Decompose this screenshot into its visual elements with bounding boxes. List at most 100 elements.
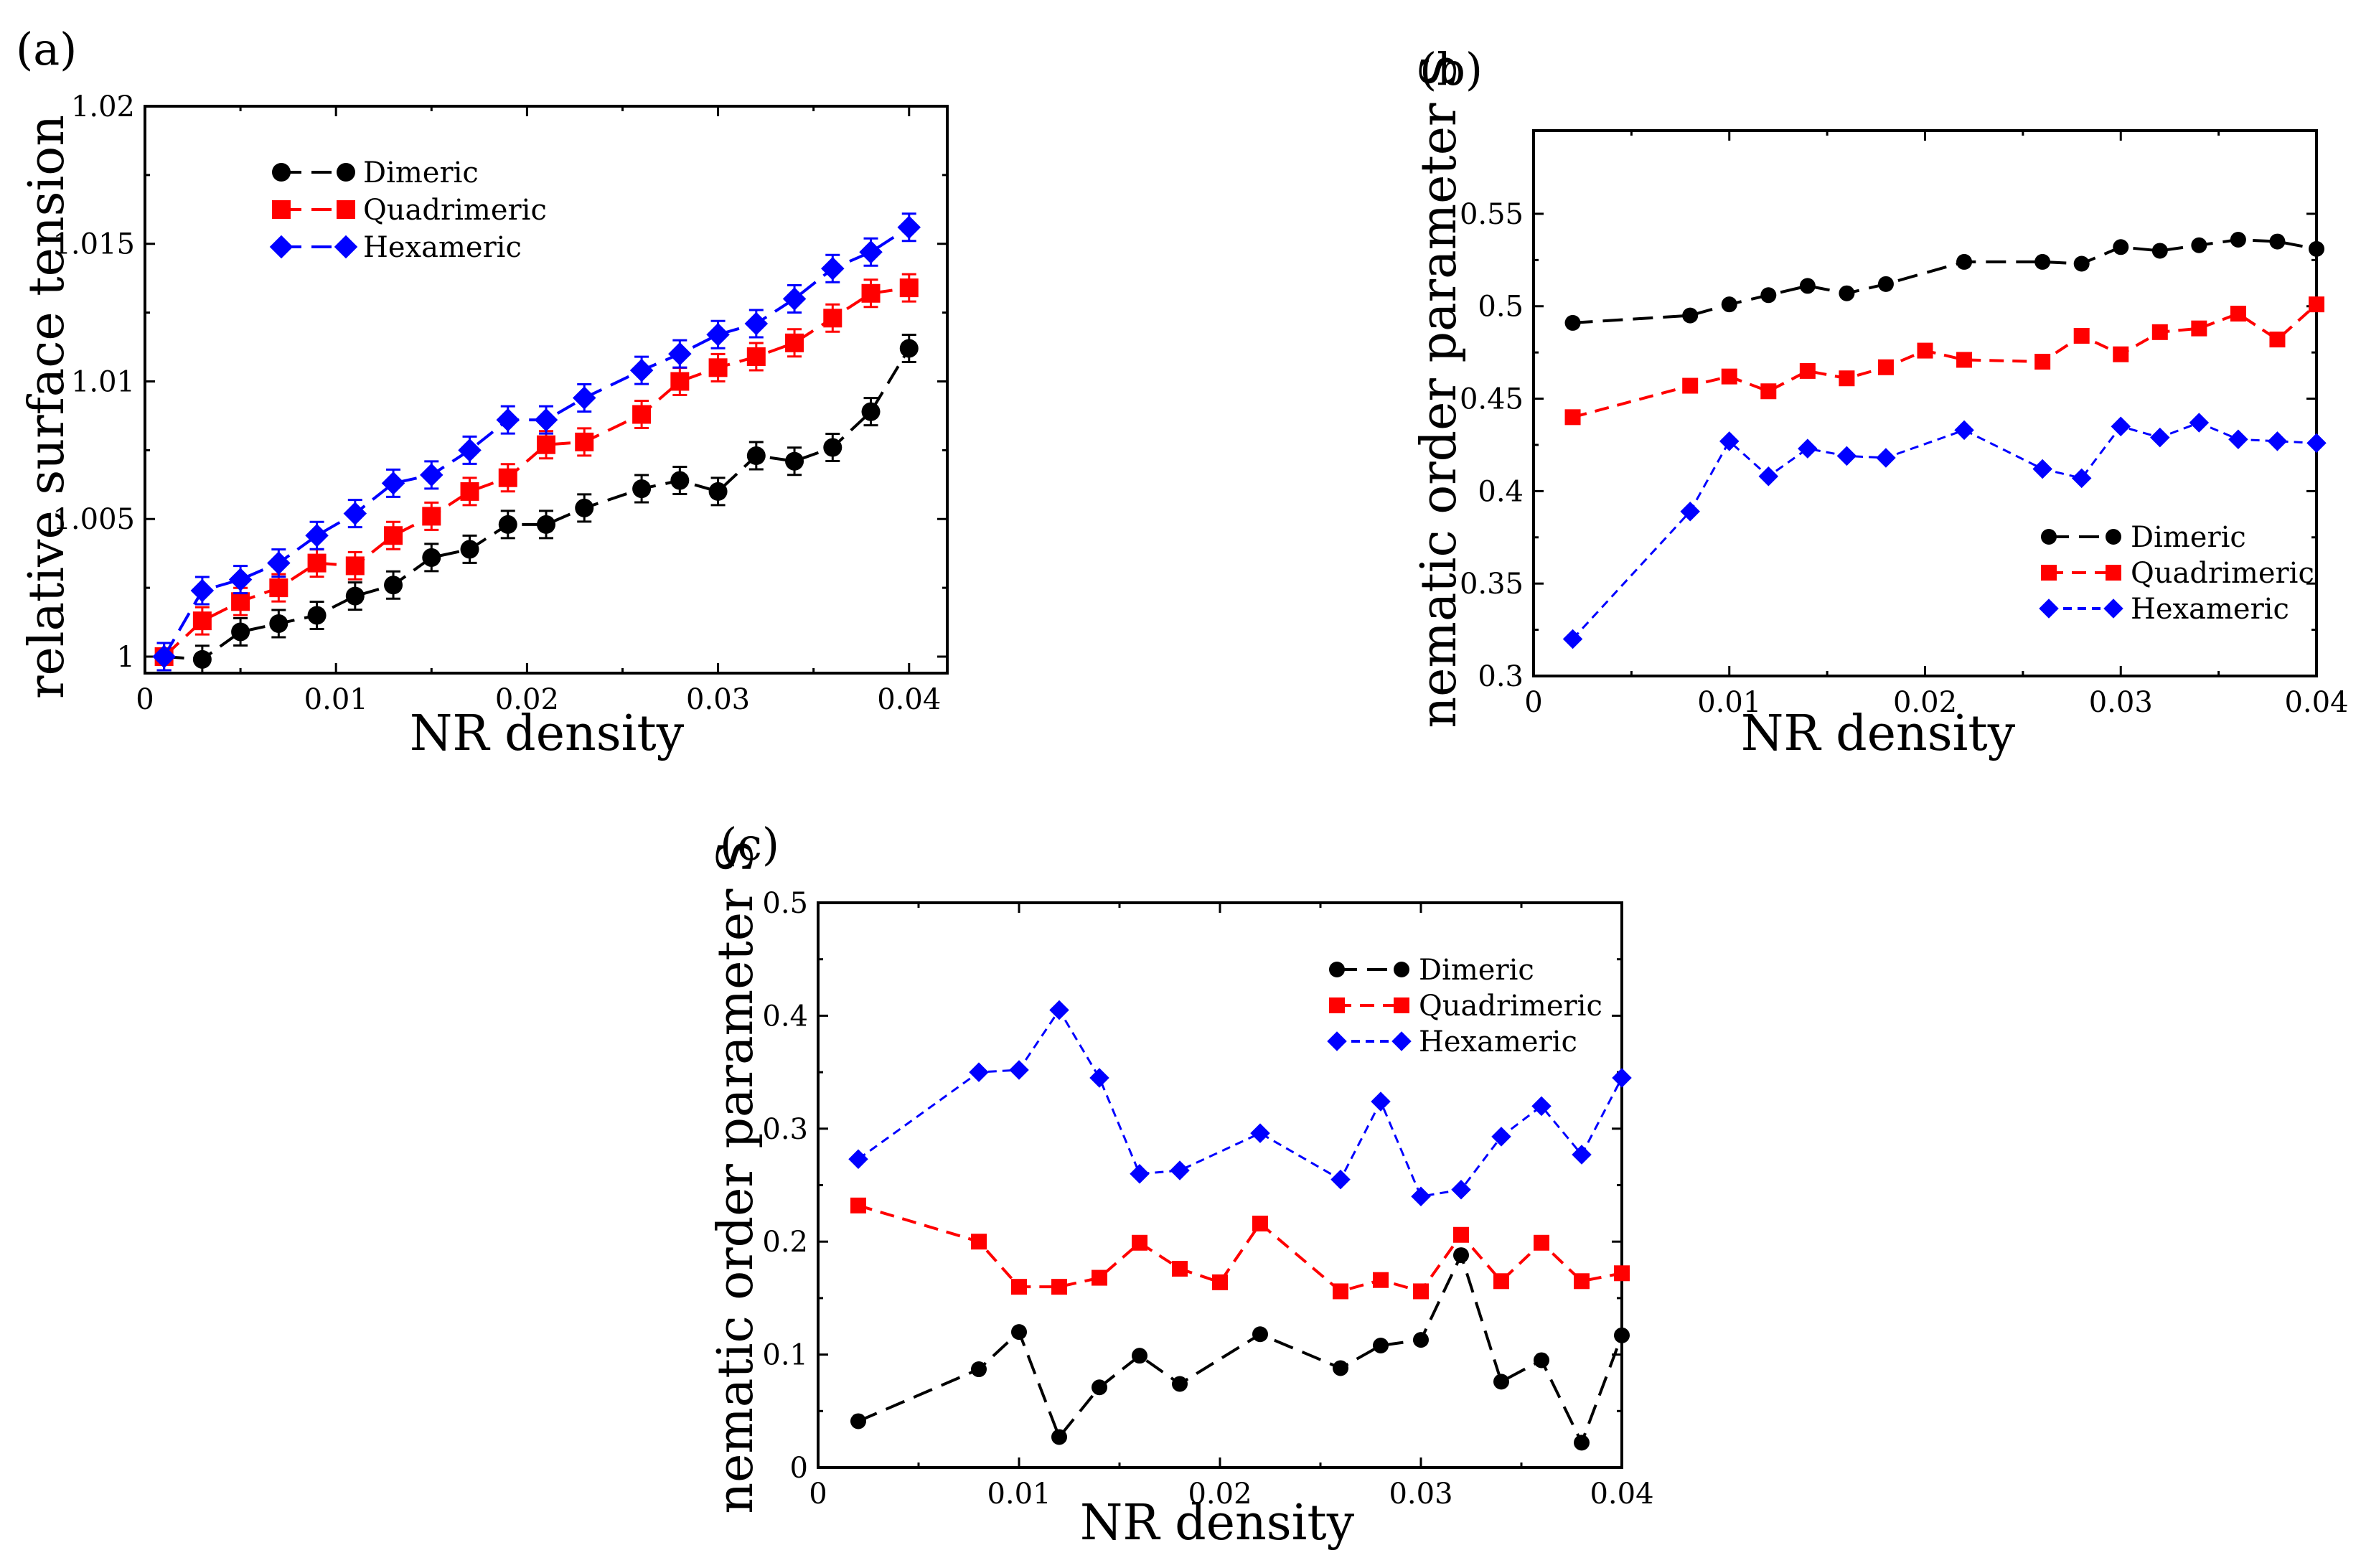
- data-point: [2151, 324, 2168, 340]
- data-point: [1132, 1234, 1147, 1251]
- data-point: [1562, 629, 1583, 649]
- legend-label: Quadrimeric: [363, 194, 547, 227]
- panel-label: (a): [16, 23, 77, 75]
- data-point: [1917, 342, 1933, 359]
- legend-marker: [1391, 1031, 1412, 1051]
- x-tick-label: 0.04: [2284, 686, 2348, 719]
- data-point: [1049, 1000, 1069, 1020]
- x-tick-label: 0.04: [1590, 1478, 1653, 1511]
- y-axis-title: nematic order parameter S: [1411, 54, 1468, 728]
- panel-a: (a) NR density relative surface tension …: [16, 23, 949, 762]
- data-point: [190, 578, 215, 603]
- data-point: [1799, 278, 1816, 294]
- data-point: [1574, 1273, 1590, 1290]
- y-tick-label: 0.5: [1478, 291, 1524, 324]
- data-point: [343, 502, 367, 525]
- data-point: [2073, 255, 2090, 272]
- data-point: [1051, 1429, 1067, 1445]
- data-point: [744, 311, 769, 336]
- y-tick-label: 1.01: [71, 365, 135, 398]
- legend-marker: [2041, 565, 2057, 581]
- data-point: [1572, 1145, 1592, 1165]
- data-point: [2113, 346, 2129, 362]
- legend-marker: [2103, 598, 2123, 619]
- data-point: [629, 358, 654, 382]
- data-point: [2269, 233, 2286, 250]
- x-tick-label: 0.04: [877, 683, 941, 716]
- data-point: [1330, 1169, 1351, 1190]
- legend-item: Hexameric: [269, 231, 522, 264]
- x-tick-label: 0.01: [1697, 686, 1761, 719]
- legend-marker: [1394, 997, 1409, 1013]
- data-point: [269, 578, 288, 598]
- data-point: [498, 515, 517, 534]
- legend-marker: [272, 200, 291, 219]
- x-tick-label: 0.03: [686, 683, 750, 716]
- panel-label: (c): [720, 818, 779, 870]
- x-tick-label: 0: [1524, 686, 1542, 719]
- series-line: [1572, 421, 2317, 640]
- data-point: [746, 446, 766, 466]
- data-point: [850, 1197, 866, 1213]
- data-point: [668, 342, 692, 366]
- data-point: [498, 468, 517, 487]
- data-point: [1954, 420, 1974, 441]
- data-point: [782, 287, 807, 311]
- data-point: [1721, 368, 1737, 385]
- data-point: [422, 548, 441, 567]
- data-point: [460, 540, 479, 559]
- data-point: [2032, 459, 2052, 479]
- y-tick-label: 0.5: [762, 887, 808, 920]
- data-point: [537, 515, 555, 534]
- series-dimeric: [850, 1247, 1630, 1451]
- data-point: [1680, 501, 1700, 522]
- data-point: [1877, 276, 1894, 292]
- data-point: [1212, 1274, 1228, 1290]
- y-tick-label: 0.55: [1460, 198, 1524, 231]
- legend-label: Dimeric: [363, 156, 479, 189]
- data-point: [1682, 307, 1699, 324]
- panel-label: (b): [1419, 43, 1483, 95]
- data-point: [1411, 1186, 1431, 1206]
- legend-label: Hexameric: [2131, 593, 2289, 626]
- data-point: [1011, 1324, 1027, 1341]
- data-point: [1252, 1326, 1268, 1343]
- data-point: [785, 451, 804, 471]
- data-point: [632, 405, 652, 424]
- data-point: [969, 1062, 989, 1082]
- data-point: [1051, 1279, 1067, 1295]
- legend-item: Hexameric: [2039, 593, 2289, 626]
- legend-marker: [1327, 1031, 1347, 1051]
- y-tick-label: 0.35: [1460, 568, 1524, 601]
- data-point: [823, 438, 842, 457]
- data-point: [384, 526, 403, 545]
- series-line: [1572, 303, 2318, 419]
- data-point: [897, 215, 921, 239]
- data-point: [231, 622, 250, 642]
- data-point: [534, 408, 558, 432]
- axes: 0 0.01 0.02 0.03 0.04 0.3 0.35 0.4 0.45 0.5 0.55: [1460, 129, 2349, 719]
- legend-label: Quadrimeric: [1419, 990, 1602, 1023]
- data-point: [2191, 320, 2207, 337]
- data-point: [848, 1149, 868, 1170]
- data-point: [1453, 1226, 1469, 1243]
- data-point: [1682, 377, 1699, 394]
- y-tick-label: 1.02: [71, 90, 135, 123]
- plot-frame: [1532, 129, 2318, 677]
- data-point: [1089, 1068, 1109, 1088]
- data-point: [228, 568, 253, 591]
- data-point: [1534, 1352, 1549, 1369]
- legend-marker: [334, 235, 358, 259]
- series-dimeric: [154, 333, 919, 675]
- data-point: [850, 1413, 866, 1429]
- data-point: [1491, 1127, 1511, 1147]
- y-tick-label: 0.4: [762, 1000, 808, 1033]
- x-tick-label: 0.01: [987, 1478, 1051, 1511]
- data-point: [708, 482, 728, 501]
- data-point: [670, 372, 690, 391]
- data-point: [2269, 332, 2286, 348]
- series-line: [858, 1251, 1623, 1447]
- data-point: [575, 432, 594, 451]
- data-point: [2113, 239, 2129, 255]
- data-point: [899, 339, 919, 358]
